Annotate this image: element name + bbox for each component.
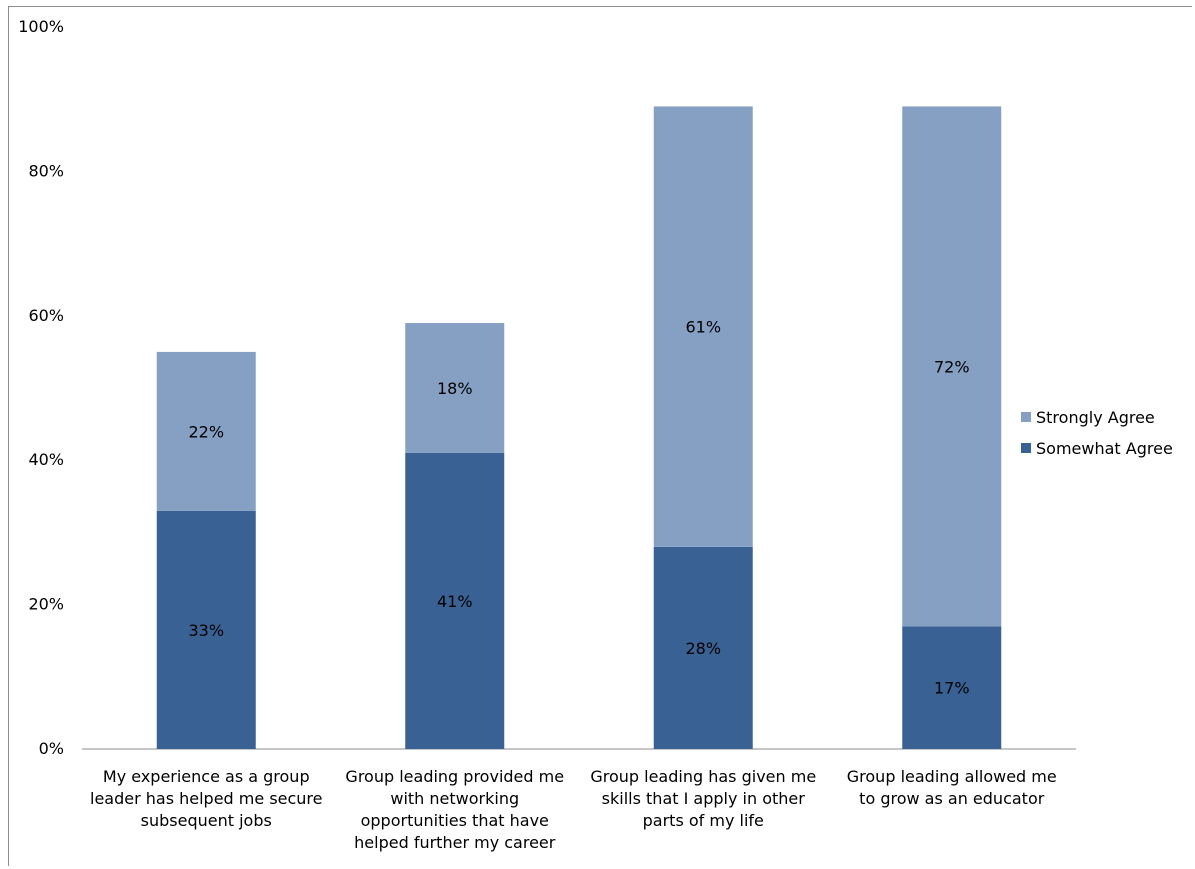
data-label: 28%	[685, 639, 721, 658]
data-label: 17%	[934, 679, 970, 698]
category-label: Group leading allowed me	[847, 767, 1057, 786]
bar-segment	[902, 106, 1002, 627]
data-label: 18%	[437, 379, 473, 398]
y-tick-label: 0%	[39, 739, 64, 758]
bar-segment	[156, 510, 256, 749]
data-label: 61%	[685, 318, 721, 337]
data-label: 22%	[188, 422, 224, 441]
data-label: 72%	[934, 357, 970, 376]
category-label: leader has helped me secure	[90, 789, 323, 808]
legend-label: Strongly Agree	[1036, 408, 1155, 427]
bar-segment	[405, 452, 505, 749]
chart-frame	[8, 6, 1192, 866]
bar-segment	[653, 106, 753, 547]
bar-segment	[653, 546, 753, 749]
category-label: Group leading has given me	[590, 767, 816, 786]
category-label: skills that I apply in other	[602, 789, 806, 808]
category-label: subsequent jobs	[141, 811, 272, 830]
category-label: Group leading provided me	[345, 767, 564, 786]
bar-segment	[405, 323, 505, 453]
y-tick-label: 60%	[28, 306, 64, 325]
category-label: with networking	[390, 789, 519, 808]
legend-swatch	[1021, 443, 1031, 453]
category-label: parts of my life	[643, 811, 764, 830]
legend-swatch	[1021, 412, 1031, 422]
legend-label: Somewhat Agree	[1036, 439, 1173, 458]
bar-segment	[156, 351, 256, 511]
data-label: 41%	[437, 592, 473, 611]
y-tick-label: 100%	[18, 17, 64, 36]
data-label: 33%	[188, 621, 224, 640]
category-label: to grow as an educator	[859, 789, 1045, 808]
category-label: helped further my career	[354, 833, 556, 852]
y-tick-label: 80%	[28, 161, 64, 180]
bar-segment	[902, 626, 1002, 749]
y-tick-label: 20%	[28, 595, 64, 614]
y-tick-label: 40%	[28, 450, 64, 469]
category-label: opportunities that have	[361, 811, 549, 830]
category-label: My experience as a group	[103, 767, 310, 786]
